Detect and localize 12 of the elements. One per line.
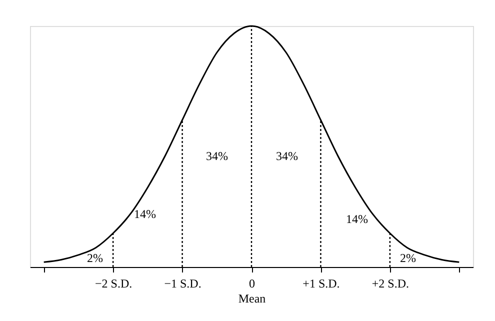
annotation: 14% (134, 207, 156, 221)
x-tick-label: 0 (249, 276, 255, 290)
annotation: 34% (276, 149, 298, 163)
x-axis-title: Mean (238, 292, 266, 306)
x-tick-label: +2 S.D. (372, 276, 409, 290)
annotation: 2% (87, 251, 103, 265)
x-tick-label: −2 S.D. (95, 276, 132, 290)
annotation: 2% (400, 251, 416, 265)
x-tick-label: −1 S.D. (164, 276, 202, 290)
annotation: 34% (206, 149, 228, 163)
x-tick-label: +1 S.D. (302, 276, 340, 290)
annotation: 14% (346, 212, 368, 226)
